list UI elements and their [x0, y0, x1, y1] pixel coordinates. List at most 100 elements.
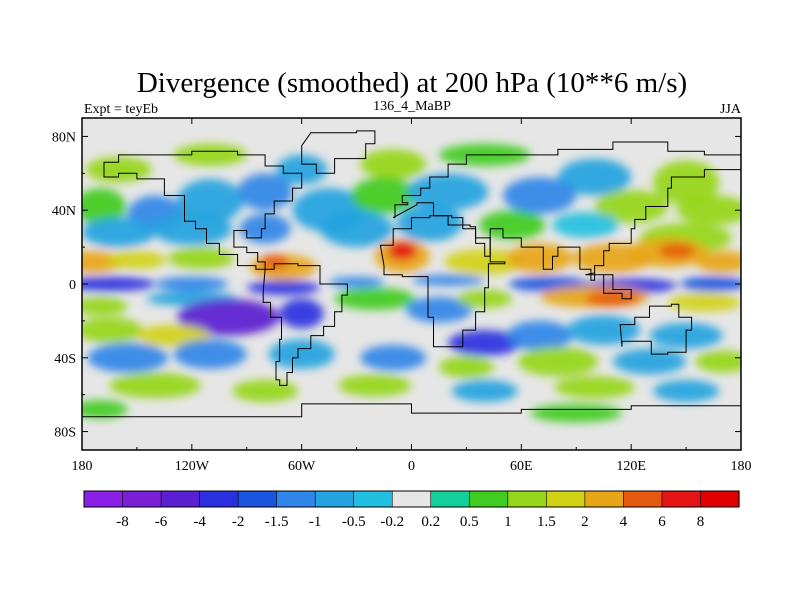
- y-tick-label: 80N: [52, 130, 76, 145]
- field-patch: [667, 293, 741, 312]
- colorbar-label: -1: [309, 514, 322, 530]
- field-patch: [406, 296, 472, 323]
- y-tick-label: 40S: [54, 352, 76, 367]
- colorbar-label: -2: [232, 514, 245, 530]
- coastline: [262, 263, 348, 386]
- x-axis: 180 120W 60W 0 60E 120E 180: [72, 118, 752, 474]
- colorbar-swatch: [391, 490, 432, 508]
- y-tick-label: 40N: [52, 204, 76, 219]
- colorbar-frame: [83, 490, 740, 508]
- field-patch: [85, 156, 152, 183]
- colorbar-swatch: [122, 490, 162, 508]
- x-tick-label: 60W: [288, 459, 316, 474]
- x-tick-label: 0: [408, 459, 415, 474]
- colorbar-swatch: [160, 490, 201, 508]
- field-patch: [407, 173, 489, 211]
- field-patch: [695, 250, 741, 273]
- coastline: [619, 303, 693, 355]
- x-tick-label: 180: [72, 459, 93, 474]
- field-patch: [107, 250, 167, 270]
- field-patch: [87, 343, 169, 373]
- field-patch: [444, 249, 525, 275]
- colorbar-swatch: [661, 490, 702, 508]
- field-patch: [82, 188, 126, 225]
- x-tick-label: 120E: [616, 459, 646, 474]
- field-patch: [173, 143, 247, 166]
- colorbar-label: 8: [697, 514, 705, 530]
- coastline: [392, 141, 741, 281]
- coastline: [103, 150, 303, 270]
- field-patch: [506, 320, 573, 351]
- colorbar-swatch: [83, 490, 124, 508]
- field-patch: [237, 173, 293, 211]
- field-patch: [612, 348, 687, 375]
- field-patch: [173, 339, 247, 369]
- colorbar-label: -0.5: [342, 514, 366, 530]
- field-patch: [168, 247, 234, 270]
- colorbar-swatch: [584, 490, 625, 508]
- map-plot-area: 180 120W 60W 0 60E 120E 180 80N 40N 0 40S 80S: [52, 117, 752, 474]
- field-patch: [320, 210, 394, 248]
- x-tick-label: 60E: [510, 459, 533, 474]
- field-patch: [680, 276, 741, 292]
- field-patch: [552, 212, 619, 238]
- subtitle-right: JJA: [720, 102, 742, 117]
- field-patch: [530, 403, 623, 423]
- field-patch: [594, 189, 668, 224]
- field-patch: [177, 178, 244, 224]
- field-patch: [279, 298, 324, 329]
- field-patch: [155, 276, 229, 292]
- colorbar-label: 6: [658, 514, 666, 530]
- field-patch: [506, 243, 573, 273]
- field-patch: [360, 149, 427, 179]
- field-patch: [653, 160, 720, 205]
- colorbar-label: -4: [193, 514, 206, 530]
- coastline: [82, 403, 741, 418]
- field-patch: [334, 287, 416, 310]
- field-patch: [451, 379, 518, 403]
- colorbar-label: 1: [504, 514, 512, 530]
- colorbar-swatch: [314, 490, 355, 508]
- field-patch: [676, 195, 741, 225]
- field-patch: [136, 324, 211, 347]
- field-patch: [567, 315, 641, 345]
- field-patch: [438, 355, 494, 379]
- colorbar-swatch: [546, 490, 586, 508]
- field-patch: [502, 177, 577, 214]
- colorbar-label: 0.2: [421, 514, 440, 530]
- field-patch: [517, 346, 599, 377]
- coastline: [379, 215, 506, 348]
- field-patch: [360, 344, 427, 371]
- colorbar-label: 4: [620, 514, 628, 530]
- field-patch: [82, 217, 156, 248]
- field-patch: [658, 243, 696, 259]
- colorbar-swatch: [468, 490, 509, 508]
- subtitle-center: 136_4_MaBP: [373, 99, 451, 114]
- colorbar-label: 0.5: [460, 514, 479, 530]
- field-patch: [82, 296, 128, 316]
- field-patch: [82, 276, 156, 292]
- coastline: [585, 272, 632, 300]
- colorbar-swatch: [276, 490, 316, 508]
- x-tick-label: 180: [731, 459, 752, 474]
- colorbar-label: 2: [581, 514, 589, 530]
- field-patch: [411, 274, 485, 286]
- colorbar-label: -1.5: [265, 514, 289, 530]
- colorbar-swatch: [700, 490, 740, 508]
- field-patch: [558, 158, 632, 196]
- colorbar-swatch: [237, 490, 278, 508]
- plot-title: Divergence (smoothed) at 200 hPa (10**6 …: [137, 67, 687, 99]
- colorbar-label: 1.5: [537, 514, 556, 530]
- field-patch: [268, 339, 335, 369]
- colorbar-swatch: [199, 490, 239, 508]
- coastline: [301, 130, 376, 174]
- field-patch: [585, 291, 641, 307]
- colorbar: -8 -6 -4 -2 -1.5 -1 -0.5 -0.2 0.2 0.5 1 1.5 2 4 6 8: [83, 490, 740, 530]
- x-tick-label: 120W: [175, 459, 210, 474]
- field-patch: [329, 276, 385, 288]
- colorbar-swatch: [430, 490, 470, 508]
- field-patch: [448, 330, 522, 356]
- colorbar-swatch: [507, 490, 547, 508]
- field-patch: [246, 280, 320, 296]
- field-patch: [276, 154, 328, 185]
